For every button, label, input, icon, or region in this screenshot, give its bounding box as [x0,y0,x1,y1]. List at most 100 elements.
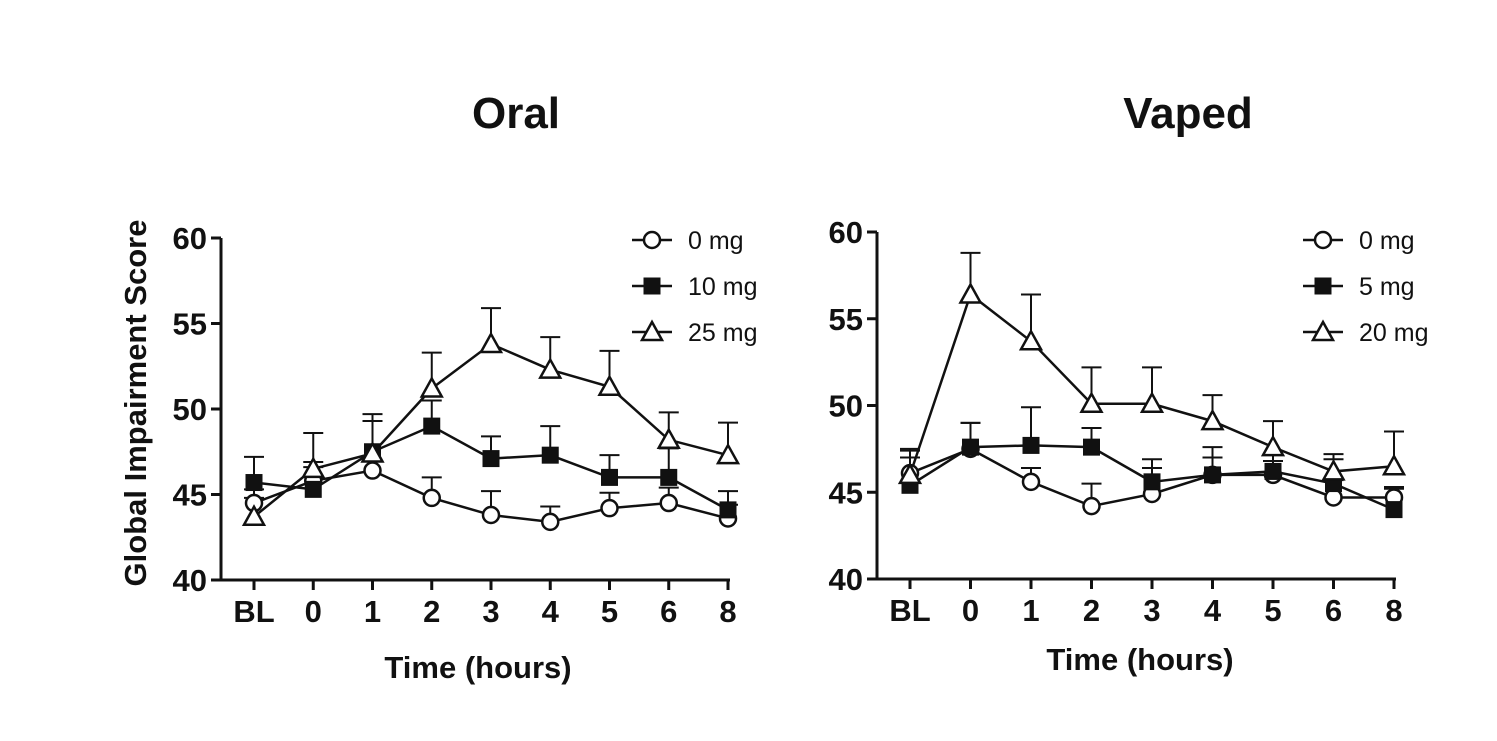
legend-label-oral: 25 mg [688,319,757,347]
series-markers-vaped-2 [897,281,1407,485]
data-point-vaped [1200,408,1225,431]
data-point-oral [481,505,501,525]
data-point-oral [600,498,619,518]
x-tick-label-oral: 8 [719,594,736,629]
legend-item-vaped: 20 mg [1303,319,1428,347]
data-point-oral [422,488,441,508]
x-tick-label-vaped: 4 [1204,593,1222,628]
legend-label-vaped: 5 mg [1359,273,1415,301]
data-point-oral [245,474,263,492]
x-tick-label-oral: 4 [542,594,560,629]
x-tick-label-vaped: 8 [1385,593,1402,628]
x-tick-label-vaped: 5 [1264,593,1281,628]
data-point-oral [482,450,500,468]
data-point-oral [478,331,504,354]
data-point-oral [301,456,326,479]
data-point-vaped [1083,438,1100,456]
panel-title-oral: Oral [472,89,560,138]
legend-label-oral: 0 mg [688,227,744,255]
data-point-oral [541,446,559,464]
x-tick-label-oral: 5 [601,594,618,629]
data-point-oral [656,427,681,450]
data-point-vaped [1264,462,1282,480]
data-point-oral [597,374,622,397]
x-tick-label-vaped: 1 [1022,593,1039,628]
y-tick-label-oral: 60 [173,221,207,256]
y-tick-label-oral: 55 [173,307,207,342]
data-point-oral [715,442,741,465]
y-tick-label-vaped: 50 [829,389,863,424]
data-point-vaped [1381,453,1407,476]
x-tick-label-vaped: 3 [1143,593,1160,628]
data-point-oral [360,440,385,463]
data-point-vaped [1079,391,1104,414]
data-point-vaped [1018,328,1044,351]
data-point-vaped [1204,466,1221,484]
legend-marker-oral [642,230,662,250]
legend-item-oral: 25 mg [632,319,757,347]
data-point-vaped [962,438,979,456]
x-tick-label-vaped: 6 [1325,593,1342,628]
legend-label-oral: 10 mg [688,273,757,301]
y-tick-label-vaped: 45 [829,475,863,510]
data-point-oral [719,501,737,519]
data-point-vaped [1022,436,1040,454]
legend-marker-vaped [1313,230,1333,250]
x-tick-label-vaped: 2 [1083,593,1100,628]
panel-oral: Oral Global Impairment Score Time (hours… [118,89,757,685]
panel-title-vaped: Vaped [1123,89,1253,138]
data-point-vaped [1385,501,1403,519]
data-point-vaped [1021,472,1041,492]
legend-marker-vaped [1310,319,1336,342]
legend-marker-vaped [1314,277,1332,295]
x-axis-label-oral: Time (hours) [384,650,571,685]
data-point-oral [304,480,322,498]
series-markers-oral-2 [241,331,741,526]
legend-item-vaped: 0 mg [1303,227,1415,255]
y-tick-label-oral: 50 [173,392,207,427]
legend-vaped: 0 mg 5 mg 20 mg [1303,227,1428,347]
x-tick-label-oral: 0 [305,594,322,629]
x-tick-label-oral: 6 [660,594,677,629]
y-tick-label-oral: 45 [173,478,207,513]
data-point-oral [601,468,618,486]
data-point-oral [541,512,560,532]
data-point-oral [423,417,441,435]
x-tick-label-oral: 2 [423,594,440,629]
legend-item-vaped: 5 mg [1303,273,1415,301]
x-tick-label-vaped: BL [889,593,930,628]
data-point-oral [538,357,563,379]
data-point-vaped [897,462,923,485]
legend-item-oral: 0 mg [632,227,744,255]
x-tick-label-oral: 1 [364,594,381,629]
legend-label-vaped: 0 mg [1359,227,1415,255]
data-point-oral [659,493,678,513]
y-tick-label-vaped: 55 [829,302,863,337]
x-tick-label-oral: 3 [482,594,499,629]
data-point-vaped [1321,458,1346,481]
data-point-oral [660,468,678,486]
data-point-oral [419,375,444,398]
data-point-vaped [1082,496,1101,516]
legend-item-oral: 10 mg [632,273,757,301]
data-point-vaped [1260,434,1286,457]
x-tick-label-oral: BL [233,594,274,629]
x-axis-label-vaped: Time (hours) [1046,642,1233,677]
legend-label-vaped: 20 mg [1359,319,1428,347]
data-point-vaped [1139,391,1165,414]
data-point-oral [363,461,382,480]
y-tick-label-vaped: 60 [829,215,863,250]
y-tick-label-vaped: 40 [829,562,863,597]
legend-marker-oral [639,319,665,342]
legend-oral: 0 mg 10 mg 25 mg [632,227,757,347]
data-point-vaped [958,281,983,304]
y-axis-label-oral: Global Impairment Score [118,220,153,587]
data-point-vaped [1143,473,1161,491]
data-point-oral [241,504,267,526]
legend-marker-oral [643,277,661,295]
